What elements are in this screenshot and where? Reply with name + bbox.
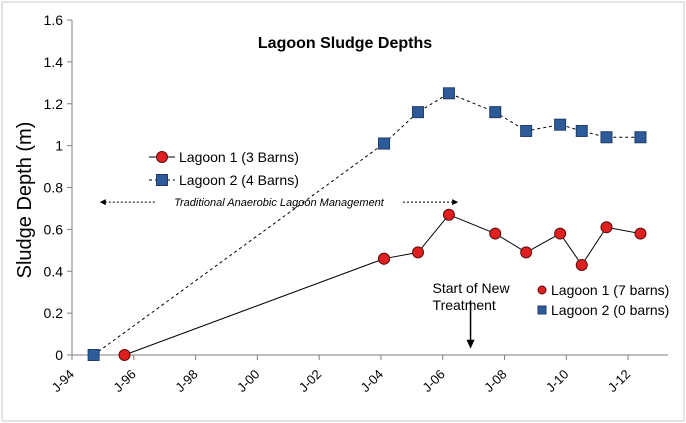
management-arrow-right bbox=[452, 199, 459, 206]
legend-bottom: Lagoon 1 (7 barns) Lagoon 2 (0 barns) bbox=[537, 282, 669, 318]
data-point bbox=[520, 124, 533, 137]
legend-label: Lagoon 2 (0 barns) bbox=[551, 302, 669, 318]
data-point bbox=[634, 131, 647, 144]
data-point bbox=[575, 124, 588, 137]
legend-marker bbox=[156, 174, 168, 186]
legend-label: Lagoon 1 (7 barns) bbox=[551, 282, 669, 298]
y-tick-label: 1.2 bbox=[44, 96, 64, 112]
series-markers bbox=[87, 87, 647, 361]
legend-label: Lagoon 2 (4 Barns) bbox=[179, 172, 299, 188]
y-tick-label: 0.8 bbox=[44, 180, 64, 196]
series-line bbox=[124, 258, 385, 356]
data-point bbox=[378, 137, 391, 150]
y-tick-label: 0.4 bbox=[44, 263, 64, 279]
data-point bbox=[118, 349, 131, 361]
data-point bbox=[489, 227, 502, 240]
data-point bbox=[600, 131, 613, 144]
data-point bbox=[442, 208, 455, 221]
y-axis-label: Sludge Depth (m) bbox=[14, 122, 36, 279]
data-point bbox=[378, 252, 391, 265]
treatment-arrow-head bbox=[466, 339, 475, 349]
data-point bbox=[575, 258, 588, 271]
legend-marker bbox=[537, 285, 547, 295]
legend-label: Lagoon 1 (3 Barns) bbox=[179, 149, 299, 165]
management-arrow-left bbox=[99, 199, 106, 206]
treatment-label: Start of New bbox=[433, 280, 511, 296]
legend-marker bbox=[156, 151, 168, 163]
y-tick-label: 1 bbox=[55, 138, 63, 154]
data-point bbox=[489, 106, 502, 119]
y-tick-label: 1.4 bbox=[44, 54, 64, 70]
legend-marker bbox=[537, 305, 547, 315]
annotations: Traditional Anaerobic Lagoon Management S… bbox=[99, 197, 511, 349]
data-point bbox=[554, 118, 567, 131]
management-label: Traditional Anaerobic Lagoon Management bbox=[174, 197, 385, 209]
y-tick-label: 0.2 bbox=[44, 305, 64, 321]
data-point bbox=[442, 87, 455, 100]
data-point bbox=[412, 246, 425, 259]
data-point bbox=[412, 106, 425, 119]
y-tick-label: 0.6 bbox=[44, 221, 64, 237]
data-point bbox=[520, 246, 533, 259]
treatment-label: Treatment bbox=[433, 297, 496, 313]
y-tick-label: 1.6 bbox=[44, 12, 64, 28]
data-point bbox=[600, 221, 613, 234]
chart-title: Lagoon Sludge Depths bbox=[258, 35, 432, 52]
data-point bbox=[634, 227, 647, 240]
y-tick-label: 0 bbox=[55, 347, 63, 363]
legend-top: Lagoon 1 (3 Barns) Lagoon 2 (4 Barns) bbox=[149, 149, 299, 188]
data-point bbox=[87, 349, 100, 361]
data-point bbox=[554, 227, 567, 240]
